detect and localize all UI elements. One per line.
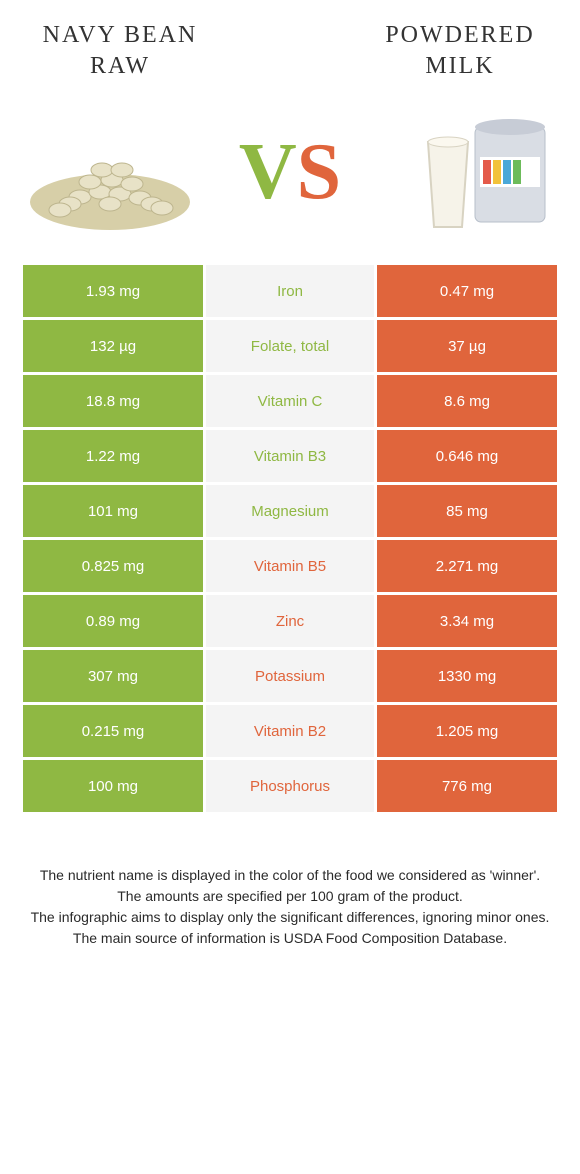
infographic-container: Navy bean raw Powdered milk [0,0,580,1174]
nutrient-name-cell: Vitamin C [206,375,374,427]
nutrient-row: 1.93 mgIron0.47 mg [23,265,557,317]
nutrient-name-cell: Vitamin B3 [206,430,374,482]
nutrient-row: 0.215 mgVitamin B21.205 mg [23,705,557,757]
right-value-cell: 2.271 mg [377,540,557,592]
left-food-title: Navy bean raw [20,20,220,82]
powdered-milk-icon [380,102,560,242]
nutrient-name-cell: Iron [206,265,374,317]
title-row: Navy bean raw Powdered milk [20,0,560,92]
nutrient-name-cell: Vitamin B2 [206,705,374,757]
nutrient-name-cell: Zinc [206,595,374,647]
left-value-cell: 132 µg [23,320,203,372]
right-value-cell: 85 mg [377,485,557,537]
right-value-cell: 0.47 mg [377,265,557,317]
nutrient-name-cell: Vitamin B5 [206,540,374,592]
left-value-cell: 101 mg [23,485,203,537]
right-value-cell: 1330 mg [377,650,557,702]
nutrient-name-cell: Magnesium [206,485,374,537]
nutrient-row: 101 mgMagnesium85 mg [23,485,557,537]
footnote-line: The infographic aims to display only the… [30,907,550,928]
left-value-cell: 1.93 mg [23,265,203,317]
footnote-line: The main source of information is USDA F… [30,928,550,949]
right-food-title: Powdered milk [360,20,560,82]
hero-row: VS [20,92,560,262]
left-value-cell: 18.8 mg [23,375,203,427]
navy-bean-icon [20,102,200,242]
footnotes: The nutrient name is displayed in the co… [20,815,560,949]
vs-label: VS [239,127,341,218]
left-value-cell: 0.215 mg [23,705,203,757]
nutrient-row: 307 mgPotassium1330 mg [23,650,557,702]
nutrient-name-cell: Folate, total [206,320,374,372]
right-value-cell: 3.34 mg [377,595,557,647]
vs-v: V [239,127,297,218]
footnote-line: The nutrient name is displayed in the co… [30,865,550,886]
left-value-cell: 0.89 mg [23,595,203,647]
nutrient-table: 1.93 mgIron0.47 mg132 µgFolate, total37 … [20,262,560,815]
nutrient-tbody: 1.93 mgIron0.47 mg132 µgFolate, total37 … [23,265,557,812]
right-value-cell: 8.6 mg [377,375,557,427]
left-value-cell: 307 mg [23,650,203,702]
left-value-cell: 0.825 mg [23,540,203,592]
nutrient-name-cell: Phosphorus [206,760,374,812]
footnote-line: The amounts are specified per 100 gram o… [30,886,550,907]
right-value-cell: 37 µg [377,320,557,372]
nutrient-row: 132 µgFolate, total37 µg [23,320,557,372]
nutrient-row: 100 mgPhosphorus776 mg [23,760,557,812]
left-value-cell: 100 mg [23,760,203,812]
nutrient-row: 0.89 mgZinc3.34 mg [23,595,557,647]
right-value-cell: 776 mg [377,760,557,812]
nutrient-name-cell: Potassium [206,650,374,702]
nutrient-row: 1.22 mgVitamin B30.646 mg [23,430,557,482]
right-value-cell: 0.646 mg [377,430,557,482]
nutrient-row: 18.8 mgVitamin C8.6 mg [23,375,557,427]
vs-s: S [297,127,342,218]
nutrient-row: 0.825 mgVitamin B52.271 mg [23,540,557,592]
left-value-cell: 1.22 mg [23,430,203,482]
right-value-cell: 1.205 mg [377,705,557,757]
